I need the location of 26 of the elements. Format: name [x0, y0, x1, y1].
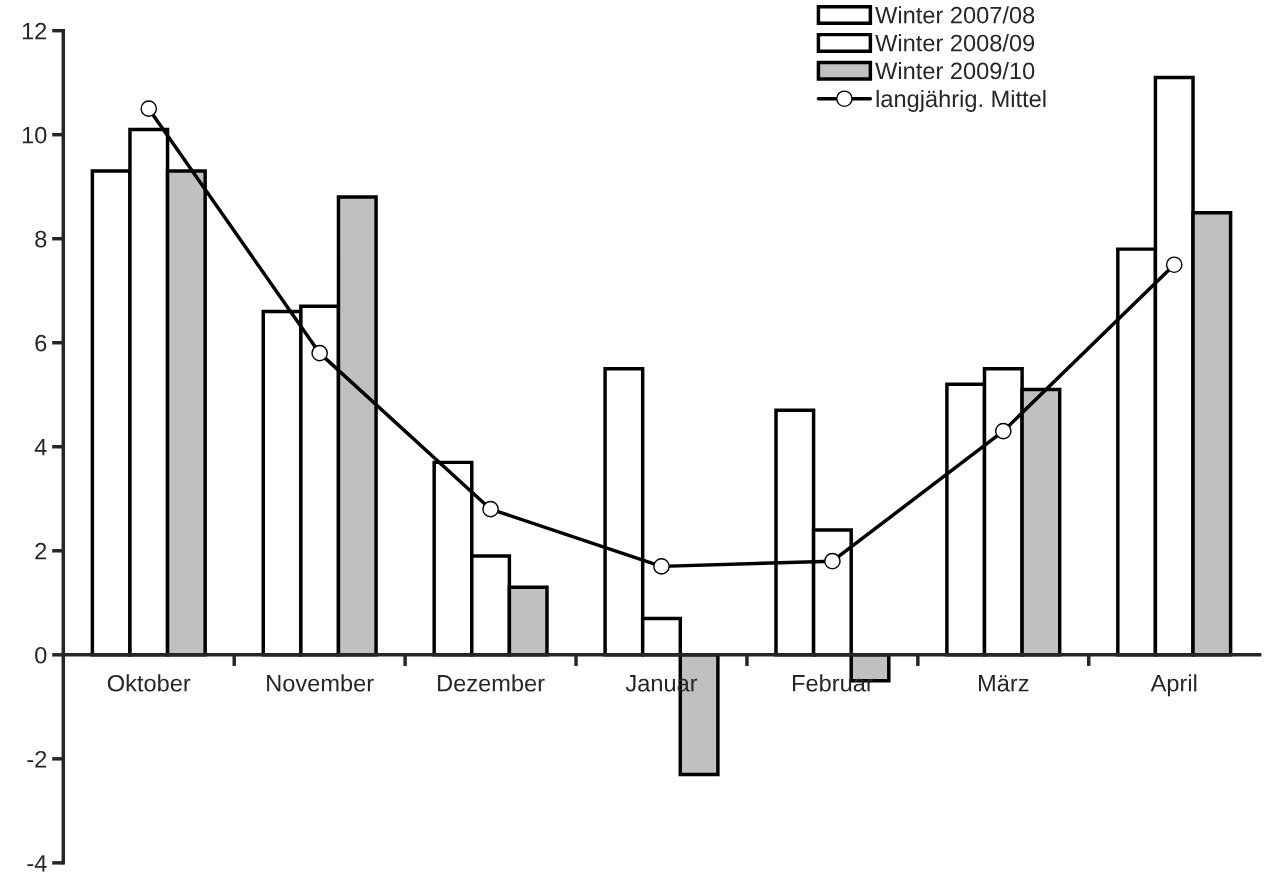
point	[311, 344, 328, 362]
legend-label: Winter 2008/09	[875, 34, 1035, 52]
point	[994, 422, 1012, 440]
point	[824, 552, 841, 570]
y-tick-label: 4	[34, 439, 47, 456]
x-tick-label: April	[1150, 674, 1197, 697]
y-tick-label: 8	[35, 230, 47, 248]
y-tick-label: 6	[35, 334, 47, 352]
y-tick-label: 10	[22, 126, 47, 144]
y-tick-label: -2	[27, 750, 47, 768]
y-tick-label: 2	[35, 542, 47, 560]
legend-label: langjährig. Mittel	[876, 89, 1046, 112]
y-tick-label: 0	[35, 646, 47, 664]
x-tick-label: November	[267, 674, 374, 692]
x-tick-label: März	[979, 675, 1029, 692]
point	[653, 558, 670, 575]
x-tick-label: Oktober	[107, 674, 191, 692]
x-tick-label: Dezember	[438, 674, 545, 692]
point	[482, 500, 499, 518]
y-tick-label: -4	[27, 855, 47, 872]
legend-label: Winter 2007/08	[875, 6, 1035, 24]
legend-label: Winter 2009/10	[875, 61, 1035, 80]
point	[1165, 256, 1183, 274]
point	[140, 100, 158, 118]
y-tick-label: 12	[22, 22, 47, 40]
x-tick-label: Februar	[793, 674, 874, 692]
